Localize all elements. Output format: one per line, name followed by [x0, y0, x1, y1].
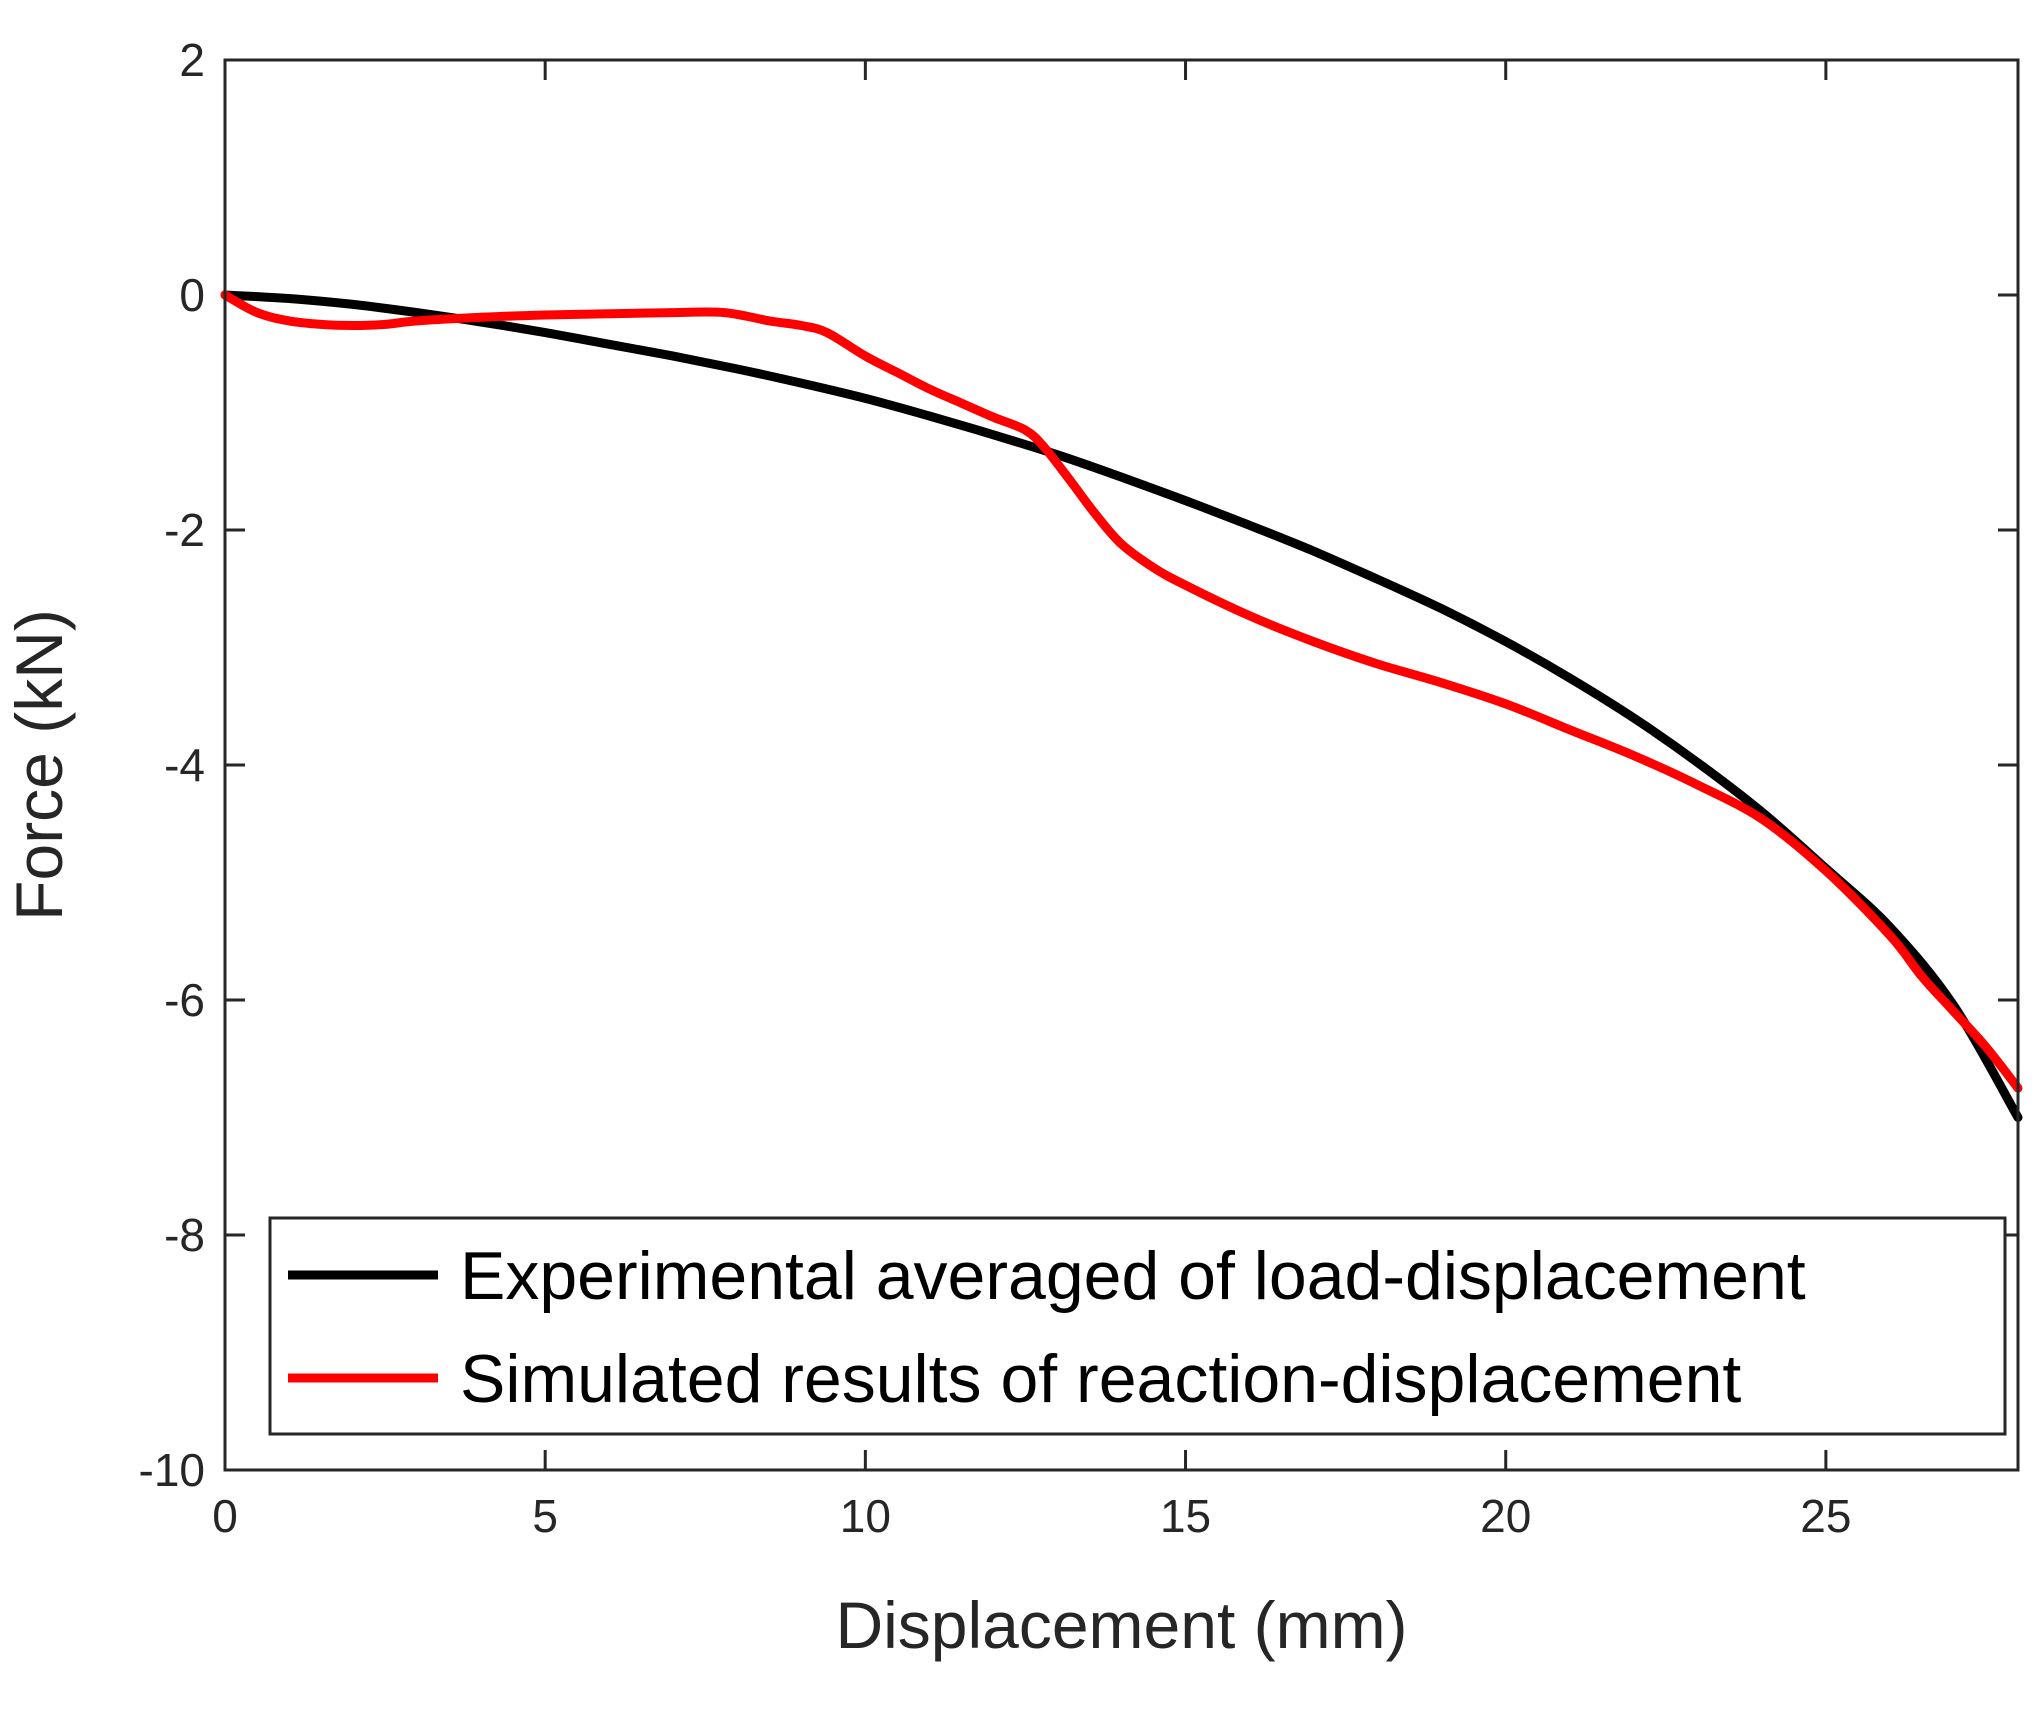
series-layer	[220, 290, 2023, 1122]
y-tick-labels: 2 0 -2 -4 -6 -8 -10	[139, 34, 205, 1496]
x-tick-label-0: 0	[212, 1490, 238, 1542]
y-tick-label--8: -8	[164, 1209, 205, 1261]
x-tick-label-15: 15	[1160, 1490, 1211, 1542]
series-line-simulated	[220, 290, 2023, 1093]
y-tick-label--10: -10	[139, 1444, 205, 1496]
x-axis-title: Displacement (mm)	[835, 1588, 1407, 1662]
y-tick-label--2: -2	[164, 504, 205, 556]
x-tick-label-5: 5	[532, 1490, 558, 1542]
x-tick-labels: 0 5 10 15 20 25	[212, 1490, 1851, 1542]
plot-frame	[223, 58, 2020, 1472]
y-tick-label-0: 0	[179, 269, 205, 321]
legend-box	[268, 1216, 2007, 1436]
legend-label-experimental: Experimental averaged of load-displaceme…	[460, 1238, 1806, 1314]
y-tick-label-2: 2	[179, 34, 205, 86]
legend-label-simulated: Simulated results of reaction-displaceme…	[460, 1341, 1741, 1417]
y-tick-label--6: -6	[164, 974, 205, 1026]
y-axis-title: Force (kN)	[2, 609, 76, 921]
x-tick-label-25: 25	[1800, 1490, 1851, 1542]
legend: Experimental averaged of load-displaceme…	[268, 1216, 2007, 1436]
series-line-experimental	[220, 290, 2023, 1122]
y-tick-label--4: -4	[164, 739, 205, 791]
x-tick-label-20: 20	[1480, 1490, 1531, 1542]
x-tick-label-10: 10	[840, 1490, 891, 1542]
